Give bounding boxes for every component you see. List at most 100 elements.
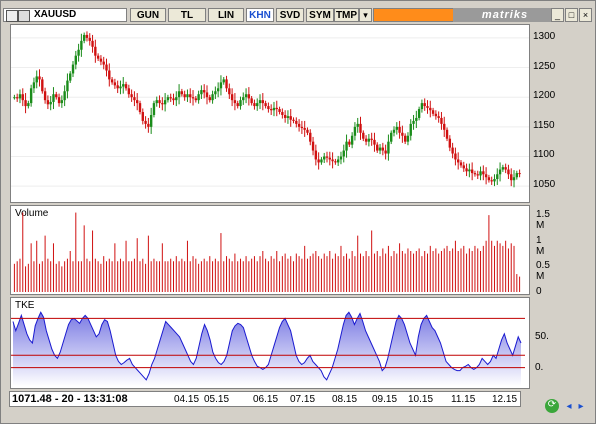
candle-body: [431, 110, 435, 114]
candle-body: [518, 173, 521, 175]
candle-body: [297, 123, 301, 127]
month-label: 11.15: [451, 394, 476, 405]
candle-body: [219, 82, 223, 89]
candle-body: [420, 103, 424, 110]
candle-body: [278, 109, 281, 113]
candle-body: [32, 82, 36, 89]
indicator-tick-label: 0.: [535, 361, 544, 373]
candle-body: [91, 40, 94, 47]
candle-body: [334, 161, 337, 163]
candle-body: [138, 103, 142, 113]
tl-button[interactable]: TL: [168, 8, 206, 22]
symbol-label[interactable]: XAUUSD: [34, 9, 77, 20]
price-chart[interactable]: [11, 25, 529, 202]
minimize-icon[interactable]: _: [551, 8, 564, 22]
candle-body: [443, 123, 446, 130]
candle-body: [496, 174, 499, 180]
candle-body: [482, 171, 485, 175]
candle-body: [169, 97, 172, 99]
candle-body: [289, 116, 292, 120]
candle-body: [476, 174, 479, 176]
arrow-left-icon[interactable]: ◂: [566, 401, 572, 412]
arrow-right-icon[interactable]: ▸: [578, 401, 584, 412]
candle-body: [412, 120, 415, 124]
month-label: 09.15: [372, 394, 398, 405]
indicator-chart[interactable]: [11, 298, 529, 388]
candle-body: [429, 107, 432, 111]
candle-body: [336, 159, 340, 163]
candle-body: [283, 114, 287, 118]
compare-icon[interactable]: [18, 10, 30, 22]
candle-body: [272, 107, 276, 111]
lin-button[interactable]: LIN: [208, 8, 244, 22]
price-tick-label: 1300: [533, 30, 556, 42]
volume-panel[interactable]: Volume 0 0.5 M 1 M 1.5 M: [10, 205, 550, 297]
status-bar: 1071.48 - 20 - 13:31:08 04.15 05.15 06.15 0…: [9, 391, 521, 407]
candle-body: [52, 94, 55, 102]
gun-button[interactable]: GUN: [130, 8, 166, 22]
candle-body: [409, 123, 412, 136]
candle-body: [510, 174, 513, 181]
candle-body: [46, 100, 50, 105]
candle-body: [136, 100, 139, 104]
candle-body: [202, 90, 206, 93]
chart-icon[interactable]: [6, 10, 18, 22]
candle-body: [387, 141, 390, 154]
candle-body: [127, 88, 131, 95]
close-icon[interactable]: ×: [579, 8, 592, 22]
candle-body: [350, 135, 354, 145]
candle-body: [102, 61, 105, 65]
candle-body: [21, 94, 24, 101]
candle-body: [244, 94, 248, 98]
candle-body: [158, 100, 161, 104]
candle-body: [99, 58, 103, 62]
candle-body: [110, 79, 114, 83]
candle-body: [38, 76, 41, 80]
candle-body: [130, 94, 133, 98]
price-panel[interactable]: [10, 24, 530, 203]
candle-body: [440, 117, 443, 124]
toolbar: XAUUSD GUN TL LIN KHN SVD SYM TMP ▾ matr…: [3, 7, 593, 24]
volume-tick-label: 0: [536, 286, 542, 297]
indicator-panel[interactable]: TKE 0. 50.: [10, 297, 549, 389]
month-label: 07.15: [290, 394, 316, 405]
khn-button[interactable]: KHN: [246, 8, 274, 22]
month-label: 08.15: [332, 394, 358, 405]
indicator-label: TKE: [15, 300, 35, 311]
candle-body: [147, 123, 150, 127]
cursor-readout: 1071.48 - 20 - 13:31:08: [12, 393, 128, 405]
dropdown-icon[interactable]: ▾: [359, 8, 372, 22]
candle-body: [384, 150, 387, 154]
candle-body: [71, 64, 75, 74]
candle-body: [63, 91, 66, 101]
candle-body: [401, 132, 404, 136]
price-tick-label: 1050: [533, 179, 556, 191]
month-axis: 04.15 05.15 06.15 07.15 08.15 09.15 10.15 11.15…: [172, 392, 522, 406]
candle-body: [317, 159, 320, 163]
refresh-icon[interactable]: ⟳: [545, 399, 559, 413]
candle-body: [27, 103, 30, 107]
candle-body: [205, 92, 209, 98]
symbol-box[interactable]: XAUUSD: [3, 8, 127, 22]
candle-body: [373, 139, 376, 145]
candle-body: [116, 85, 119, 89]
candle-body: [236, 103, 239, 107]
restore-icon[interactable]: □: [565, 8, 578, 22]
svd-button[interactable]: SVD: [276, 8, 304, 22]
candle-body: [88, 37, 91, 41]
volume-chart[interactable]: [11, 206, 529, 294]
candle-body: [403, 135, 407, 142]
candle-body: [161, 103, 164, 105]
candle-body: [286, 116, 290, 118]
candle-body: [269, 109, 273, 111]
candle-body: [512, 177, 516, 181]
candle-body: [69, 73, 72, 81]
sym-button[interactable]: SYM: [306, 8, 334, 22]
candle-body: [434, 113, 438, 117]
price-tick-label: 1100: [533, 149, 555, 161]
tmp-button[interactable]: TMP: [334, 8, 359, 22]
candle-body: [200, 90, 203, 95]
candle-body: [225, 79, 228, 89]
candle-body: [504, 167, 507, 170]
